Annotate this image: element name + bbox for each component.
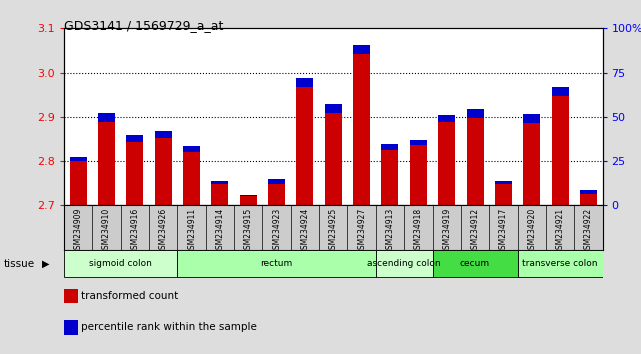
Text: GSM234912: GSM234912 — [470, 207, 479, 254]
Text: ▶: ▶ — [42, 259, 49, 269]
Text: GSM234925: GSM234925 — [329, 207, 338, 254]
Bar — [353, 45, 370, 54]
Bar — [70, 161, 87, 205]
Bar — [580, 194, 597, 205]
FancyBboxPatch shape — [376, 250, 433, 277]
Text: transverse colon: transverse colon — [522, 259, 598, 268]
Text: GSM234911: GSM234911 — [187, 207, 196, 254]
Bar — [551, 96, 569, 205]
Bar — [410, 145, 427, 205]
FancyBboxPatch shape — [178, 250, 376, 277]
Text: GSM234922: GSM234922 — [584, 207, 593, 254]
Bar — [467, 109, 483, 118]
Text: percentile rank within the sample: percentile rank within the sample — [81, 322, 257, 332]
Bar — [580, 190, 597, 194]
Text: transformed count: transformed count — [81, 291, 179, 301]
Text: GSM234915: GSM234915 — [244, 207, 253, 254]
Text: rectum: rectum — [260, 259, 293, 268]
Text: sigmoid colon: sigmoid colon — [89, 259, 152, 268]
Bar — [523, 114, 540, 122]
Text: tissue: tissue — [3, 259, 35, 269]
Text: ascending colon: ascending colon — [367, 259, 441, 268]
Text: GSM234927: GSM234927 — [357, 207, 366, 254]
Bar — [70, 157, 87, 161]
Text: GSM234910: GSM234910 — [102, 207, 111, 254]
Text: GSM234909: GSM234909 — [74, 207, 83, 254]
Bar — [523, 122, 540, 205]
Text: GSM234923: GSM234923 — [272, 207, 281, 254]
FancyBboxPatch shape — [517, 250, 603, 277]
Text: GSM234924: GSM234924 — [301, 207, 310, 254]
Bar — [325, 113, 342, 205]
Bar — [410, 140, 427, 145]
Bar — [212, 181, 228, 184]
Text: GSM234920: GSM234920 — [527, 207, 536, 254]
Text: GDS3141 / 1569729_a_at: GDS3141 / 1569729_a_at — [64, 19, 224, 33]
Text: GSM234913: GSM234913 — [385, 207, 394, 254]
Bar — [495, 181, 512, 184]
Text: GSM234918: GSM234918 — [414, 207, 423, 254]
FancyBboxPatch shape — [433, 250, 517, 277]
Bar — [325, 104, 342, 113]
Bar — [183, 152, 200, 205]
Bar — [240, 196, 257, 205]
Bar — [438, 122, 455, 205]
Bar — [126, 135, 144, 142]
Bar — [98, 113, 115, 122]
Text: GSM234926: GSM234926 — [159, 207, 168, 254]
Bar — [551, 87, 569, 96]
Bar — [438, 115, 455, 122]
Bar — [268, 184, 285, 205]
Bar — [297, 87, 313, 205]
Bar — [495, 184, 512, 205]
Bar — [381, 149, 399, 205]
Text: GSM234919: GSM234919 — [442, 207, 451, 254]
Bar — [154, 131, 172, 138]
Bar — [126, 142, 144, 205]
Bar — [381, 144, 399, 150]
Bar — [154, 138, 172, 205]
Text: GSM234916: GSM234916 — [131, 207, 140, 254]
Text: GSM234921: GSM234921 — [556, 207, 565, 254]
Bar — [353, 54, 370, 205]
Bar — [183, 147, 200, 152]
Bar — [268, 179, 285, 184]
Bar — [240, 195, 257, 196]
Text: GSM234914: GSM234914 — [215, 207, 224, 254]
FancyBboxPatch shape — [64, 250, 178, 277]
Text: cecum: cecum — [460, 259, 490, 268]
Bar — [98, 122, 115, 205]
Bar — [297, 78, 313, 87]
Bar — [467, 118, 483, 205]
Bar — [212, 184, 228, 205]
Text: GSM234917: GSM234917 — [499, 207, 508, 254]
